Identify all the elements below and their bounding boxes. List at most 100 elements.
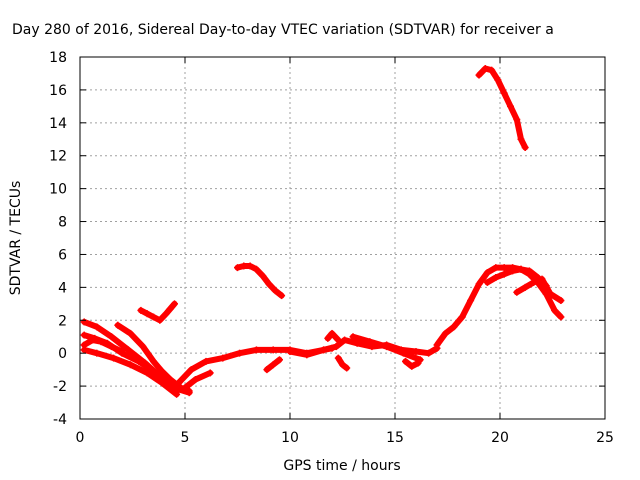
track-17-trace <box>513 276 564 304</box>
track-9-point <box>269 361 277 369</box>
track-15-point <box>551 306 559 314</box>
track-10-point <box>341 336 349 344</box>
track-8-point <box>278 292 286 300</box>
track-4-point <box>126 329 134 337</box>
track-18-point <box>517 135 525 143</box>
track-11-point <box>328 329 336 337</box>
track-5-point <box>89 336 97 344</box>
track-5-point <box>80 341 88 349</box>
y-tick-label: 12 <box>49 149 67 165</box>
track-4-point <box>150 357 157 365</box>
track-8-point <box>240 262 248 270</box>
track-16-point <box>509 267 517 275</box>
track-6-point <box>156 316 164 324</box>
track-7-point <box>202 357 210 365</box>
track-8-point <box>259 272 267 280</box>
track-4-point <box>166 376 174 384</box>
track-16-point <box>483 278 491 286</box>
track-3-point <box>143 369 151 377</box>
x-tick-label: 25 <box>596 430 614 446</box>
track-10-point <box>320 346 328 354</box>
track-1-point <box>192 376 199 384</box>
y-tick-label: 14 <box>49 116 67 132</box>
track-15-point <box>557 313 565 321</box>
track-17-point <box>538 275 546 283</box>
track-6-point <box>143 310 151 318</box>
track-3-point <box>173 390 181 398</box>
track-7-point <box>236 349 244 357</box>
track-13-point <box>366 338 374 346</box>
track-1-point <box>124 346 132 354</box>
track-8-point <box>271 287 279 295</box>
track-12-point <box>343 364 351 372</box>
track-2-point <box>135 357 143 365</box>
track-3-point <box>110 354 118 362</box>
track-15-point <box>483 269 491 277</box>
track-18-point <box>475 71 483 79</box>
track-17-point <box>521 283 529 291</box>
track-14-point <box>414 359 422 367</box>
y-tick-label: -2 <box>53 379 67 395</box>
grid <box>80 57 605 419</box>
y-tick-label: 10 <box>49 182 67 198</box>
track-18-point <box>488 66 496 74</box>
track-15-point <box>467 297 475 305</box>
track-7-point <box>219 354 227 362</box>
y-tick-label: 4 <box>58 280 67 296</box>
track-8-point <box>234 264 241 272</box>
track-6-trace <box>137 300 178 324</box>
x-tick-label: 0 <box>76 430 85 446</box>
track-11-point <box>334 336 342 344</box>
track-16-point <box>492 273 500 281</box>
track-12-point <box>334 354 342 362</box>
y-tick-label: 0 <box>58 346 67 362</box>
track-15-point <box>450 323 458 331</box>
track-14-point <box>408 362 416 370</box>
track-15-point <box>433 341 441 349</box>
track-18-point <box>500 89 508 97</box>
track-5-point <box>118 348 126 356</box>
y-tick-label: 2 <box>58 313 67 329</box>
track-15-point <box>458 313 466 321</box>
track-16-point <box>517 265 525 273</box>
track-10-point <box>286 348 294 356</box>
y-axis-label: SDTVAR / TECUs <box>8 181 24 296</box>
x-tick-label: 10 <box>281 430 299 446</box>
track-2-point <box>80 331 88 339</box>
track-1-point <box>206 369 214 377</box>
track-15-point <box>500 264 508 272</box>
track-3-point <box>158 379 166 387</box>
track-3-point <box>93 349 101 357</box>
track-18-point <box>507 102 514 110</box>
track-15-trace <box>434 264 564 348</box>
track-4-point <box>114 321 122 329</box>
track-5-point <box>108 343 115 351</box>
track-6-point <box>150 313 157 321</box>
track-15-point <box>492 264 500 272</box>
chart-title: Day 280 of 2016, Sidereal Day-to-day VTE… <box>12 22 554 38</box>
axes-ticks: 0 5 10 15 20 25 -4 -2 0 2 4 6 8 10 12 14 16 18 <box>49 50 614 446</box>
track-15-point <box>441 329 449 337</box>
track-6-point <box>171 300 178 308</box>
track-18-trace <box>476 65 529 151</box>
track-6-point <box>162 310 170 318</box>
track-10-point <box>412 348 420 356</box>
track-16-point <box>500 270 508 278</box>
track-16-point <box>525 267 533 275</box>
track-10-point <box>303 351 311 359</box>
track-3-point <box>126 361 134 369</box>
track-18-point <box>521 144 529 151</box>
track-14-point <box>402 357 409 365</box>
track-9-point <box>276 356 283 364</box>
track-13-point <box>399 349 407 357</box>
track-17-point <box>530 278 538 286</box>
track-4-point <box>185 387 193 395</box>
y-tick-label: 8 <box>58 215 67 231</box>
track-13-point <box>349 333 357 341</box>
track-10-point <box>425 349 433 357</box>
track-8-point <box>252 265 260 273</box>
track-6-point <box>137 306 145 314</box>
track-7-point <box>269 346 277 354</box>
track-15-point <box>475 280 483 288</box>
